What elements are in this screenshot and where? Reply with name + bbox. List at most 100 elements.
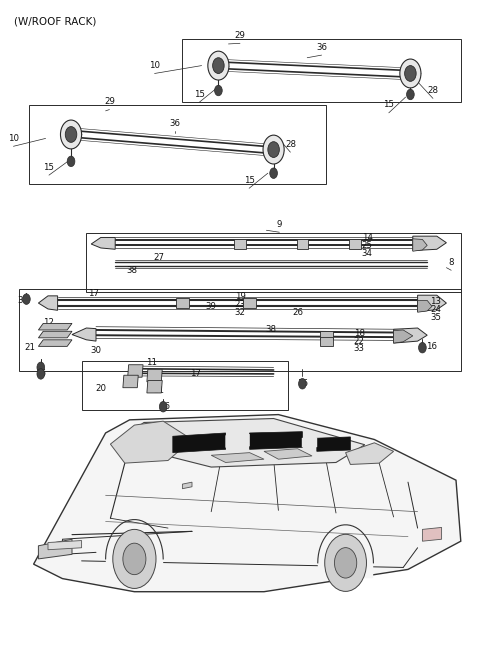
Text: 15: 15	[244, 176, 254, 185]
Circle shape	[263, 135, 284, 164]
Circle shape	[37, 362, 45, 373]
Polygon shape	[394, 330, 413, 343]
Text: 16: 16	[427, 342, 437, 351]
Text: 35: 35	[431, 313, 441, 322]
Polygon shape	[211, 453, 264, 462]
Polygon shape	[72, 328, 96, 341]
Text: 16: 16	[159, 402, 169, 411]
Polygon shape	[147, 369, 162, 382]
Polygon shape	[91, 237, 115, 249]
Text: 17: 17	[88, 289, 99, 298]
Polygon shape	[123, 375, 138, 388]
Circle shape	[270, 168, 277, 178]
Text: 17: 17	[191, 369, 201, 379]
Polygon shape	[38, 296, 58, 310]
Polygon shape	[320, 331, 333, 339]
Text: 21: 21	[24, 343, 35, 352]
Text: 26: 26	[292, 308, 303, 317]
Text: 23: 23	[235, 300, 245, 309]
Circle shape	[215, 85, 222, 96]
Polygon shape	[173, 433, 226, 453]
Text: 18: 18	[354, 329, 364, 338]
Polygon shape	[147, 380, 162, 393]
Polygon shape	[320, 337, 333, 346]
Circle shape	[65, 127, 77, 142]
Circle shape	[67, 156, 75, 167]
Polygon shape	[297, 239, 308, 249]
Circle shape	[335, 548, 357, 578]
Text: 30: 30	[91, 346, 101, 355]
Text: 36: 36	[316, 43, 327, 52]
Text: 25: 25	[362, 241, 372, 250]
Text: 36: 36	[170, 119, 180, 128]
Circle shape	[268, 142, 279, 157]
Polygon shape	[48, 541, 82, 550]
Polygon shape	[34, 415, 461, 592]
Circle shape	[299, 379, 306, 389]
Polygon shape	[38, 323, 72, 330]
Text: 28: 28	[428, 86, 438, 95]
Text: 38: 38	[127, 266, 137, 276]
Polygon shape	[176, 298, 189, 308]
Circle shape	[400, 59, 421, 88]
Text: 9: 9	[276, 220, 282, 229]
Text: 15: 15	[44, 163, 54, 172]
Polygon shape	[106, 559, 163, 575]
Circle shape	[407, 89, 414, 100]
Polygon shape	[182, 482, 192, 489]
Text: 38: 38	[266, 325, 276, 334]
Polygon shape	[250, 432, 302, 449]
Text: 10: 10	[8, 134, 19, 143]
Polygon shape	[38, 331, 72, 338]
Text: 19: 19	[235, 292, 245, 301]
Polygon shape	[318, 563, 373, 578]
Circle shape	[113, 529, 156, 588]
Polygon shape	[302, 438, 317, 447]
Circle shape	[419, 342, 426, 353]
Polygon shape	[234, 239, 246, 249]
Text: 12: 12	[44, 318, 54, 327]
Text: 22: 22	[354, 337, 364, 346]
Polygon shape	[413, 239, 427, 251]
Text: 31: 31	[153, 386, 164, 395]
Circle shape	[37, 369, 45, 379]
Text: 20: 20	[96, 384, 106, 393]
Polygon shape	[38, 539, 72, 559]
Circle shape	[23, 294, 30, 304]
Polygon shape	[38, 340, 72, 346]
Text: 37: 37	[18, 296, 28, 305]
Text: 32: 32	[235, 308, 245, 317]
Text: 29: 29	[235, 31, 245, 40]
Text: 10: 10	[149, 61, 160, 70]
Polygon shape	[115, 419, 365, 467]
Polygon shape	[243, 298, 256, 308]
Polygon shape	[110, 421, 192, 463]
Polygon shape	[349, 239, 361, 249]
Text: 11: 11	[146, 358, 156, 367]
Polygon shape	[418, 295, 446, 312]
Circle shape	[324, 534, 367, 592]
Text: 39: 39	[320, 339, 331, 348]
Text: 16: 16	[297, 379, 308, 388]
Text: 33: 33	[354, 344, 364, 354]
Text: 8: 8	[448, 258, 454, 267]
Polygon shape	[413, 236, 446, 251]
Text: 13: 13	[431, 297, 441, 306]
Polygon shape	[422, 527, 442, 541]
Text: 16: 16	[36, 369, 46, 379]
Text: (W/ROOF RACK): (W/ROOF RACK)	[14, 16, 97, 26]
Text: 15: 15	[194, 90, 204, 99]
Polygon shape	[317, 437, 350, 451]
Text: 28: 28	[285, 140, 296, 149]
Circle shape	[213, 58, 224, 73]
Text: 27: 27	[153, 253, 164, 262]
Text: 24: 24	[431, 305, 441, 314]
Text: 15: 15	[384, 100, 394, 110]
Polygon shape	[226, 434, 250, 447]
Circle shape	[405, 66, 416, 81]
Polygon shape	[394, 328, 427, 343]
Circle shape	[60, 120, 82, 149]
Text: 14: 14	[362, 233, 372, 242]
Polygon shape	[264, 449, 312, 459]
Polygon shape	[128, 365, 143, 377]
